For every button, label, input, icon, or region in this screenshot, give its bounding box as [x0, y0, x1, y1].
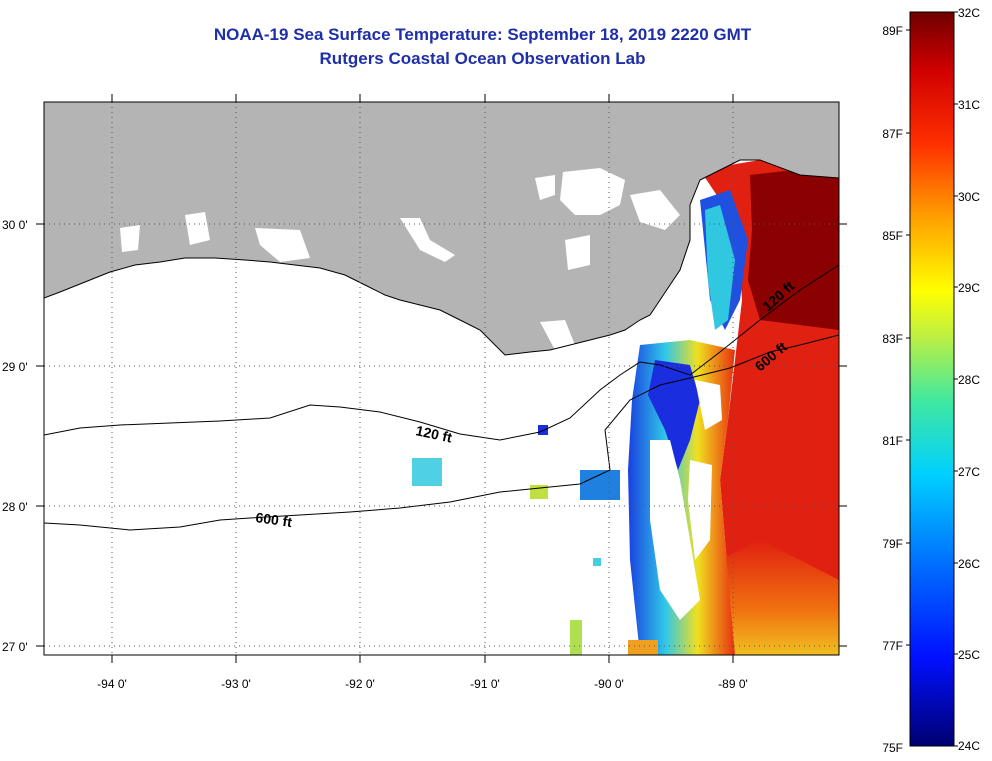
colorbar-f-label: 79F: [882, 537, 903, 551]
lake: [400, 218, 455, 262]
sst-speck: [570, 620, 582, 655]
colorbar-f-label: 85F: [882, 229, 903, 243]
colorbar-f-label: 75F: [882, 741, 903, 755]
sst-speck: [538, 425, 548, 435]
coastline: [44, 159, 839, 356]
lake: [185, 212, 210, 245]
colorbar-c-label: 27C: [958, 465, 980, 479]
lake: [120, 225, 140, 252]
sst-hot-region: [748, 165, 839, 330]
map-frame: [43, 101, 840, 656]
sst-speck: [412, 458, 442, 486]
sst-mid-streak: [705, 205, 735, 330]
lat-label: 27 0': [2, 640, 28, 654]
graticule: [44, 102, 839, 655]
sst-speck: [593, 558, 601, 566]
cloud-hole: [695, 380, 722, 430]
lake: [540, 320, 575, 350]
lake: [630, 190, 680, 230]
contour-120ft: [44, 264, 839, 441]
sst-speck: [628, 640, 658, 655]
lake: [560, 168, 625, 215]
contour-label-600ft: 600 ft: [255, 509, 294, 530]
lake: [565, 235, 590, 270]
lake: [535, 175, 555, 200]
land-mass: [44, 102, 839, 355]
colorbar-c-label: 29C: [958, 281, 980, 295]
colorbar-f-label: 89F: [882, 24, 903, 38]
contour-label-120ft: 120 ft: [414, 422, 453, 445]
sst-south-warm: [720, 540, 839, 655]
colorbar-c-label: 28C: [958, 373, 980, 387]
lake: [255, 228, 310, 262]
colorbar-f-label: 87F: [882, 127, 903, 141]
lon-label: -89 0': [718, 677, 748, 691]
colorbar-c-label: 26C: [958, 557, 980, 571]
colorbar-f-label: 77F: [882, 639, 903, 653]
colorbar-c-label: 24C: [958, 739, 980, 753]
lon-label: -92 0': [345, 677, 375, 691]
contour-600ft: [44, 334, 839, 531]
colorbar-c-label: 31C: [958, 98, 980, 112]
lat-label: 28 0': [2, 500, 28, 514]
axis-ticks: [36, 94, 847, 663]
lon-label: -91 0': [470, 677, 500, 691]
lat-label: 29 0': [2, 360, 28, 374]
lon-label: -93 0': [221, 677, 251, 691]
colorbar-c-label: 25C: [958, 648, 980, 662]
map-subtitle: Rutgers Coastal Ocean Observation Lab: [319, 49, 646, 68]
cloud-hole: [688, 460, 712, 560]
lat-label: 30 0': [2, 218, 28, 232]
colorbar: [909, 11, 955, 747]
lon-label: -94 0': [97, 677, 127, 691]
colorbar-c-label: 32C: [958, 6, 980, 20]
lon-label: -90 0': [594, 677, 624, 691]
sst-cold-streak: [648, 360, 700, 470]
map-title: NOAA-19 Sea Surface Temperature: Septemb…: [213, 25, 752, 44]
colorbar-c-label: 30C: [958, 190, 980, 204]
colorbar-f-label: 83F: [882, 332, 903, 346]
colorbar-ticks: [906, 11, 958, 747]
colorbar-f-label: 81F: [882, 434, 903, 448]
cloud-hole: [650, 440, 700, 620]
